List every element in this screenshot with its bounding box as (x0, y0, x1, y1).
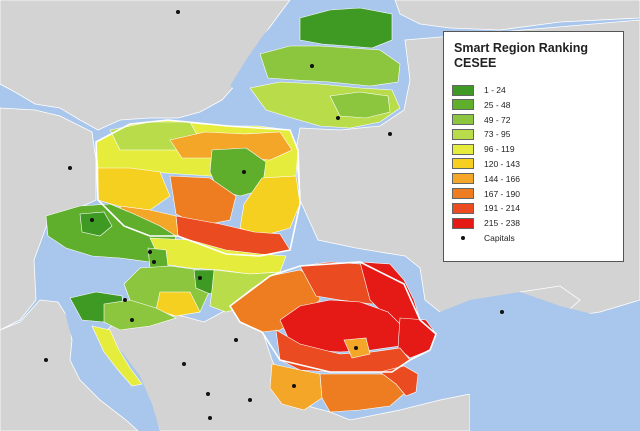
region-bulgaria-center (319, 373, 407, 413)
adriatic-sea (62, 300, 160, 431)
legend-classes: 1 - 24 25 - 48 49 - 72 73 - 95 96 - 119 120 -… (452, 83, 615, 230)
capital-dot (234, 338, 238, 342)
region-prague (79, 211, 113, 237)
legend-class-row: 1 - 24 (452, 83, 615, 97)
black-sea (432, 292, 640, 431)
legend-swatch (452, 173, 474, 185)
legend-class-row: 120 - 143 (452, 157, 615, 171)
ranked-regions (45, 7, 437, 413)
capital-dot (336, 116, 340, 120)
region-croatia-coast (91, 325, 143, 387)
region-hungary-south (155, 291, 201, 317)
legend-class-row: 49 - 72 (452, 113, 615, 127)
legend-class-label: 49 - 72 (484, 114, 511, 125)
legend-class-row: 144 - 166 (452, 172, 615, 186)
capital-marker-icon (452, 235, 474, 240)
legend-title: Smart Region Ranking CESEE (454, 41, 615, 71)
legend-capitals-label: Capitals (484, 232, 515, 243)
legend-class-row: 215 - 238 (452, 216, 615, 230)
legend-swatch (452, 114, 474, 126)
capital-dot (130, 318, 134, 322)
legend-class-label: 120 - 143 (484, 158, 520, 169)
capital-dot (182, 362, 186, 366)
capital-dot (242, 170, 246, 174)
legend-swatch (452, 128, 474, 140)
map-legend: Smart Region Ranking CESEE 1 - 24 25 - 48… (443, 31, 624, 262)
legend-class-row: 25 - 48 (452, 98, 615, 112)
legend-class-row: 73 - 95 (452, 127, 615, 141)
capital-dot (176, 10, 180, 14)
capital-dot (500, 310, 504, 314)
region-bulgaria-east (379, 365, 419, 397)
region-lithuania-east (329, 91, 391, 119)
region-latvia (259, 45, 401, 87)
legend-class-label: 25 - 48 (484, 99, 511, 110)
capital-dot (310, 64, 314, 68)
legend-class-label: 73 - 95 (484, 129, 511, 140)
legend-capitals-row: Capitals (452, 231, 615, 245)
region-bulgaria-west (269, 363, 323, 411)
legend-class-row: 96 - 119 (452, 142, 615, 156)
region-poland-mid (169, 175, 237, 227)
region-estonia (299, 7, 393, 49)
capital-dot (208, 416, 212, 420)
region-poland-west (97, 167, 171, 211)
italy (0, 299, 139, 431)
region-poland-east (239, 175, 301, 237)
capital-dot (68, 166, 72, 170)
region-warsaw (209, 147, 267, 197)
legend-class-row: 167 - 190 (452, 187, 615, 201)
legend-swatch (452, 158, 474, 170)
legend-title-line-1: Smart Region Ranking (454, 41, 589, 55)
region-poland-center (169, 131, 293, 161)
capital-dot (292, 384, 296, 388)
legend-swatch (452, 143, 474, 155)
capital-dot (90, 218, 94, 222)
legend-class-label: 167 - 190 (484, 188, 520, 199)
legend-title-line-2: CESEE (454, 56, 497, 70)
capital-dot (123, 298, 127, 302)
legend-swatch (452, 202, 474, 214)
legend-class-label: 144 - 166 (484, 173, 520, 184)
legend-swatch (452, 99, 474, 111)
country-borders (95, 119, 437, 373)
region-croatia-north (103, 299, 177, 331)
legend-swatch (452, 217, 474, 229)
border-poland (95, 119, 301, 257)
capitals (44, 10, 504, 420)
finland (394, 0, 640, 31)
legend-class-label: 191 - 214 (484, 203, 520, 214)
legend-swatch (452, 84, 474, 96)
legend-class-label: 215 - 238 (484, 218, 520, 229)
capital-dot (148, 250, 152, 254)
legend-class-row: 191 - 214 (452, 201, 615, 215)
capital-dot (248, 398, 252, 402)
capital-dot (354, 346, 358, 350)
capital-dot (206, 392, 210, 396)
capital-dot (152, 260, 156, 264)
border-romania (228, 261, 437, 373)
legend-swatch (452, 188, 474, 200)
capital-dot (44, 358, 48, 362)
legend-class-label: 1 - 24 (484, 85, 506, 95)
capital-dot (198, 276, 202, 280)
legend-class-label: 96 - 119 (484, 144, 515, 155)
capital-dot (388, 132, 392, 136)
